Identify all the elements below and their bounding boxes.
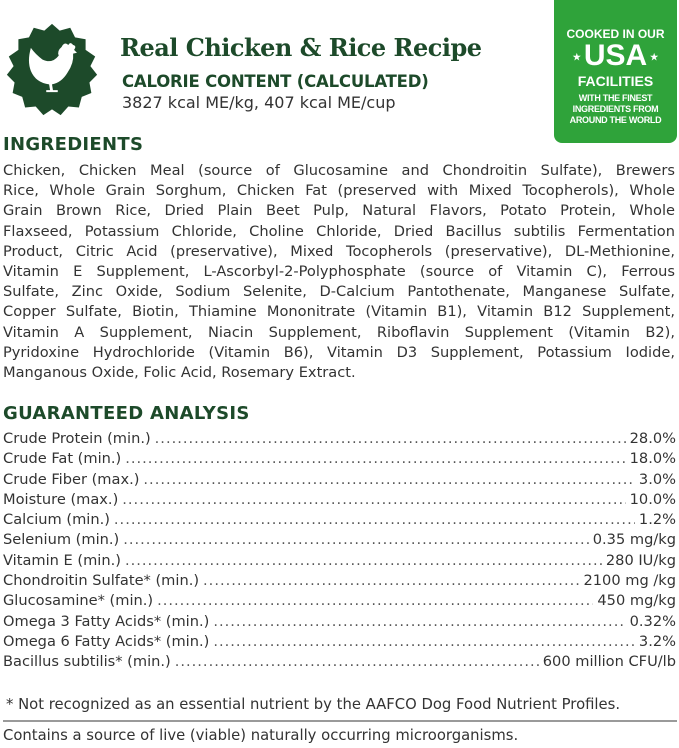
ingredients-line: Flaxseed, Potassium Chloride, Choline Ch…: [3, 222, 675, 240]
analysis-row: Bacillus subtilis* (min.) 600 million CFU…: [3, 652, 676, 672]
badge-line: WITH THE FINEST: [578, 93, 653, 104]
nutrient-value: 10.0%: [629, 490, 676, 508]
ingredients-line: Chicken, Chicken Meal (source of Glucosa…: [3, 162, 675, 179]
badge-subtext: WITH THE FINEST INGREDIENTS FROM AROUND …: [554, 93, 677, 126]
guaranteed-analysis-table: Crude Protein (min.) 28.0% Crude Fat (min.…: [3, 429, 676, 673]
badge-line: COOKED IN OUR: [566, 27, 665, 41]
nutrient-value: 28.0%: [629, 430, 676, 447]
ingredients-line: Grain Brown Rice, Dried Plain Beet Pulp,…: [3, 202, 675, 220]
ingredients-line: Rice, Whole Grain Sorghum, Chicken Fat (…: [3, 182, 675, 200]
dot-leader: [213, 632, 635, 652]
nutrient-label: Crude Fat (min.): [3, 450, 122, 468]
nutrient-label: Moisture (max.): [3, 490, 119, 508]
star-icon: ★: [572, 52, 581, 63]
nutrient-label: Omega 6 Fatty Acids* (min.): [3, 632, 210, 650]
ingredients-line: Vitamin A Supplement, Niacin Supplement,…: [3, 323, 675, 341]
nutrient-value: 450 mg/kg: [597, 592, 676, 610]
nutrient-label: Crude Protein (min.): [3, 430, 151, 447]
ingredients-line: Product, Citric Acid (preservative), Mix…: [3, 242, 675, 260]
analysis-row: Moisture (max.) 10.0%: [3, 490, 676, 510]
nutrient-value: 280 IU/kg: [605, 551, 676, 569]
nutrient-label: Selenium (min.): [3, 531, 120, 549]
analysis-row: Vitamin E (min.) 280 IU/kg: [3, 551, 676, 571]
dot-leader: [123, 530, 589, 550]
ingredients-line: Sulfate, Zinc Oxide, Sodium Selenite, D-…: [3, 283, 675, 301]
dot-leader: [155, 429, 626, 449]
nutrient-value: 0.32%: [629, 612, 676, 630]
analysis-row: Chondroitin Sulfate* (min.) 2100 mg /kg: [3, 571, 676, 591]
ingredients-list: Chicken, Chicken Meal (source of Glucosa…: [3, 161, 675, 383]
nutrient-value: 3.0%: [638, 470, 676, 488]
nutrient-label: Bacillus subtilis* (min.): [3, 653, 171, 671]
chicken-seal-icon: [6, 23, 98, 116]
analysis-row: Crude Protein (min.) 28.0%: [3, 429, 676, 449]
badge-usa: ★ USA ★: [554, 41, 677, 72]
aafco-footnote: * Not recognized as an essential nutrien…: [6, 696, 621, 713]
analysis-heading: GUARANTEED ANALYSIS: [3, 403, 250, 424]
badge-line: INGREDIENTS FROM: [572, 104, 659, 115]
live-microorganisms-note: Contains a source of live (viable) natur…: [3, 727, 519, 744]
nutrient-label: Chondroitin Sulfate* (min.): [3, 572, 200, 590]
analysis-row: Crude Fiber (max.) 3.0%: [3, 470, 676, 490]
nutrient-label: Calcium (min.): [3, 511, 110, 529]
nutrient-value: 18.0%: [629, 450, 676, 468]
divider: [3, 720, 677, 722]
dot-leader: [125, 551, 602, 571]
ingredients-line: Vitamin E Supplement, L-Ascorbyl-2-Polyp…: [3, 263, 675, 281]
nutrient-value: 2100 mg /kg: [583, 572, 676, 590]
ingredients-heading: INGREDIENTS: [3, 134, 144, 155]
dot-leader: [157, 591, 593, 611]
nutrient-label: Omega 3 Fatty Acids* (min.): [3, 612, 210, 630]
nutrient-label: Crude Fiber (max.): [3, 470, 140, 488]
calorie-value: 3827 kcal ME/kg, 407 kcal ME/cup: [122, 93, 396, 112]
nutrient-value: 0.35 mg/kg: [592, 531, 676, 549]
ingredients-line: Manganous Oxide, Folic Acid, Rosemary Ex…: [3, 364, 356, 382]
badge-usa-text: USA: [583, 39, 648, 72]
analysis-row: Omega 6 Fatty Acids* (min.) 3.2%: [3, 632, 676, 652]
analysis-row: Selenium (min.) 0.35 mg/kg: [3, 530, 676, 550]
dot-leader: [203, 571, 579, 591]
nutrient-value: 600 million CFU/lb: [542, 653, 676, 671]
analysis-row: Omega 3 Fatty Acids* (min.) 0.32%: [3, 612, 676, 632]
star-icon: ★: [650, 52, 659, 63]
recipe-title: Real Chicken & Rice Recipe: [120, 33, 482, 62]
nutrient-label: Vitamin E (min.): [3, 551, 121, 569]
badge-line: AROUND THE WORLD: [569, 115, 662, 126]
usa-badge: COOKED IN OUR ★ USA ★ FACILITIES WITH THE …: [554, 0, 677, 143]
dot-leader: [143, 470, 635, 490]
dot-leader: [125, 449, 625, 469]
ingredients-line: Pyridoxine Hydrochloride (Vitamin B6), V…: [3, 343, 675, 361]
ingredients-line: Copper Sulfate, Biotin, Thiamine Mononit…: [3, 303, 675, 321]
dot-leader: [114, 510, 635, 530]
dot-leader: [213, 612, 625, 632]
badge-line: FACILITIES: [577, 73, 654, 90]
analysis-row: Glucosamine* (min.) 450 mg/kg: [3, 591, 676, 611]
nutrient-label: Glucosamine* (min.): [3, 592, 154, 610]
dot-leader: [175, 652, 539, 672]
analysis-row: Calcium (min.) 1.2%: [3, 510, 676, 530]
nutrient-value: 3.2%: [638, 632, 676, 650]
nutrient-value: 1.2%: [638, 511, 676, 529]
dot-leader: [122, 490, 625, 510]
analysis-row: Crude Fat (min.) 18.0%: [3, 449, 676, 469]
calorie-heading: CALORIE CONTENT (CALCULATED): [122, 72, 429, 91]
